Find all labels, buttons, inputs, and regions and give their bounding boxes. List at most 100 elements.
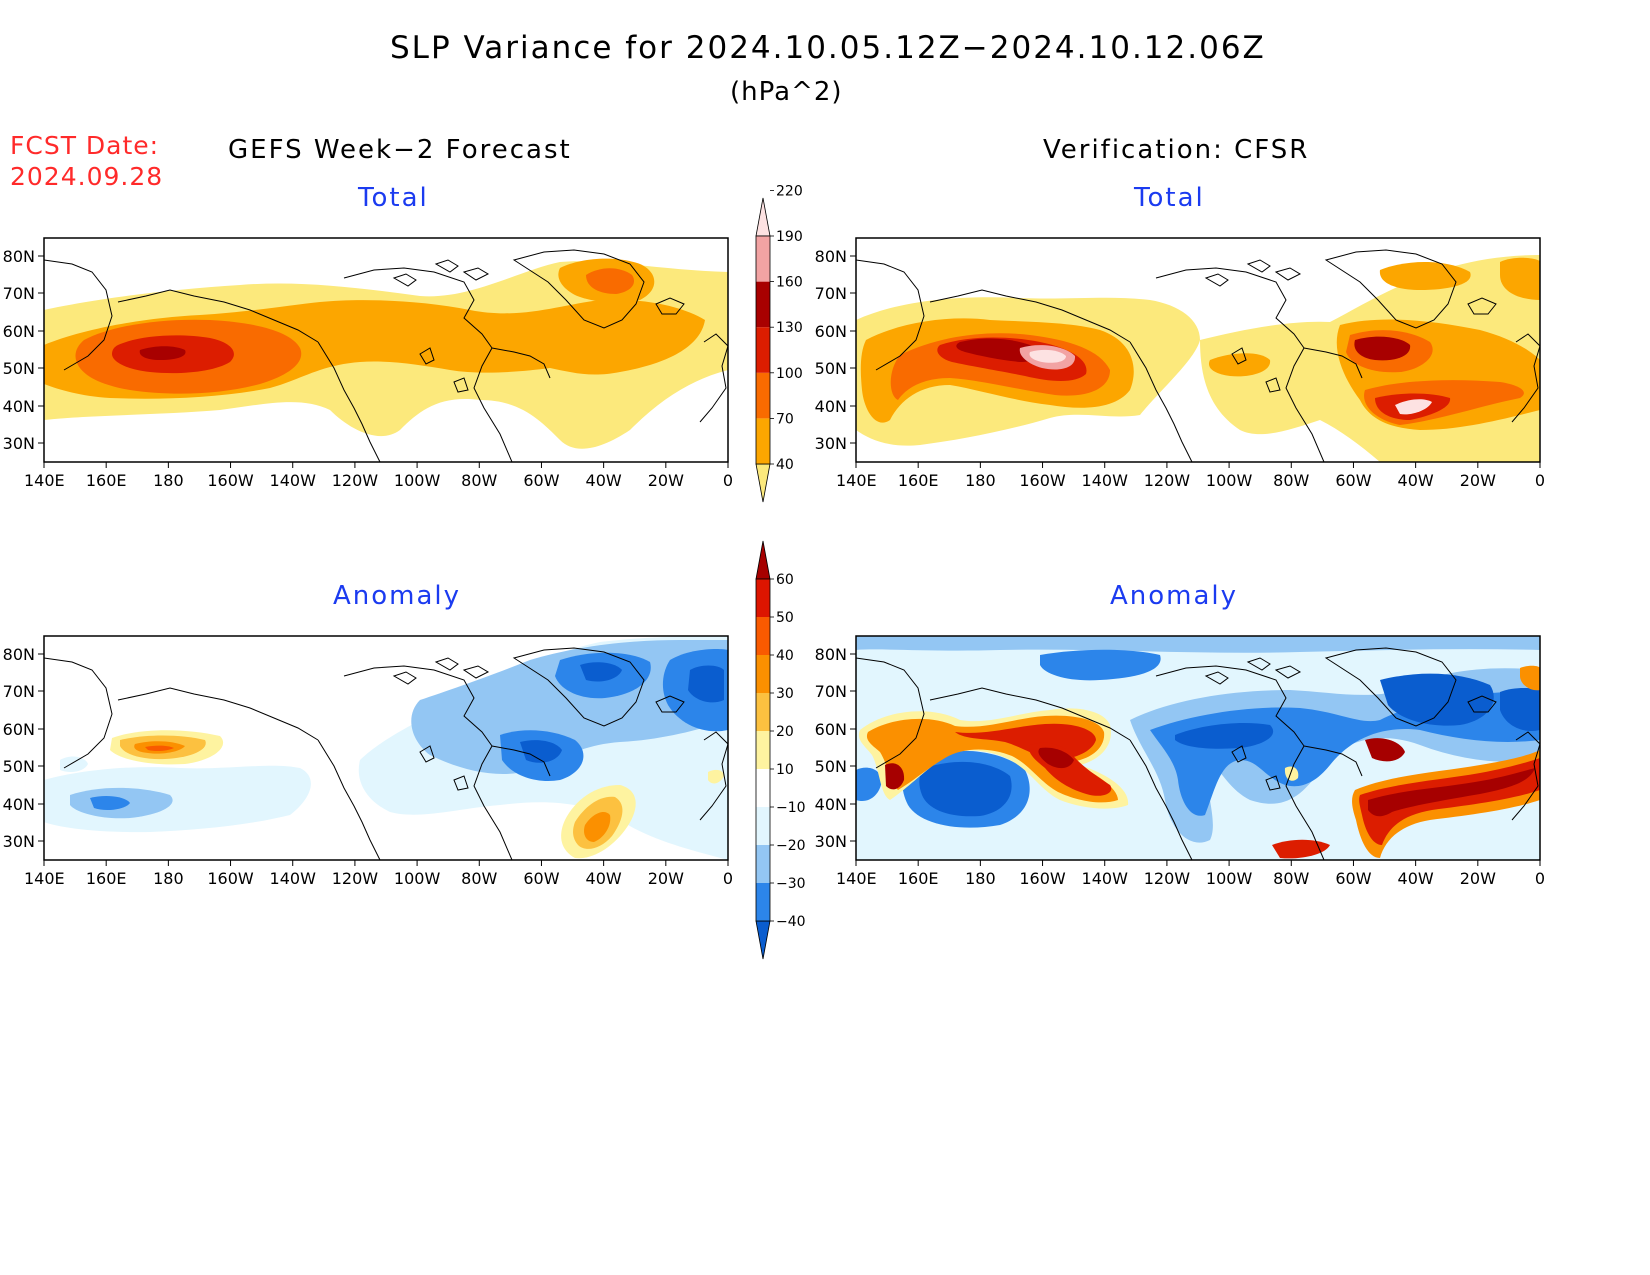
map-forecast-anomaly: 80N 70N 60N 50N 40N 30N 140E 160E 180 160W 140W 12… (3, 635, 733, 888)
colorbar-total: 40 70 100 130 160 190 220 (755, 183, 803, 503)
lon-tick-label: 160W (207, 869, 254, 888)
lat-tick-label: 40N (3, 795, 35, 814)
colorbar-swatch (756, 693, 770, 731)
colorbar-tick-label: −20 (776, 838, 806, 854)
colorbar-swatch (756, 327, 770, 373)
lon-tick-label: 80W (1273, 869, 1309, 888)
lon-tick-label: 0 (1535, 869, 1545, 888)
colorbar-tick-label: 20 (776, 724, 794, 740)
map-verification-anomaly: 80N 70N 60N 50N 40N 30N 140E 160E 180 160W 140W 12… (815, 635, 1545, 888)
lat-tick-label: 40N (815, 397, 847, 416)
panel-subtitle-verification-anomaly: Anomaly (1110, 581, 1239, 611)
page-title: SLP Variance for 2024.10.05.12Z−2024.10.… (390, 30, 1266, 66)
lon-axis-labels: 140E 160E 180 160W 140W 120W 100W 80W 60W 40W 20W 0 (24, 860, 733, 888)
lon-tick-label: 60W (1335, 869, 1371, 888)
lat-tick-label: 40N (815, 795, 847, 814)
lat-tick-label: 70N (815, 682, 847, 701)
colorbar-swatch (756, 883, 770, 921)
colorbar-tick-label: 100 (776, 366, 803, 382)
lon-tick-label: 100W (394, 869, 441, 888)
lon-tick-label: 160W (1019, 471, 1066, 490)
map-frame (855, 635, 1541, 861)
lat-tick-label: 60N (3, 322, 35, 341)
lon-tick-label: 40W (1398, 869, 1434, 888)
colorbar-swatch (756, 845, 770, 883)
lat-axis-labels: 80N 70N 60N 50N 40N 30N (815, 645, 856, 851)
colorbar-swatch (756, 807, 770, 845)
lat-tick-label: 30N (815, 434, 847, 453)
fcst-date-label: FCST Date: (10, 131, 160, 160)
colorbar-tick-label: 50 (776, 610, 794, 626)
lon-axis-labels: 140E 160E 180 160W 140W 120W 100W 80W 60W 40W 20W 0 (24, 462, 733, 490)
colorbar-extend-high (755, 197, 771, 237)
lat-tick-label: 80N (3, 645, 35, 664)
colorbar-tick-label: 10 (776, 762, 794, 778)
lat-tick-label: 30N (815, 832, 847, 851)
lon-tick-label: 180 (153, 869, 184, 888)
panel-subtitle-forecast-anomaly: Anomaly (333, 581, 462, 611)
colorbar-swatch (756, 617, 770, 655)
lon-tick-label: 60W (523, 869, 559, 888)
lon-tick-label: 60W (1335, 471, 1371, 490)
lat-tick-label: 80N (815, 645, 847, 664)
colorbar-tick-label: 40 (776, 457, 794, 473)
lat-axis-labels: 80N 70N 60N 50N 40N 30N (3, 247, 44, 453)
forecast-column-title: GEFS Week−2 Forecast (228, 135, 572, 165)
colorbar-tick-label: 190 (776, 229, 803, 245)
lon-tick-label: 140W (270, 869, 317, 888)
lon-tick-label: 140E (836, 471, 877, 490)
lon-tick-label: 100W (1206, 471, 1253, 490)
lon-tick-label: 160E (898, 869, 939, 888)
lon-tick-label: 160E (898, 471, 939, 490)
lon-tick-label: 180 (965, 869, 996, 888)
lat-tick-label: 60N (3, 720, 35, 739)
lon-tick-label: 80W (461, 869, 497, 888)
lat-axis-labels: 80N 70N 60N 50N 40N 30N (3, 645, 44, 851)
lat-tick-label: 50N (815, 359, 847, 378)
lon-tick-label: 40W (586, 869, 622, 888)
colorbar-swatch (756, 769, 770, 807)
map-frame (43, 237, 729, 463)
lon-tick-label: 100W (1206, 869, 1253, 888)
colorbar-tick-label: 30 (776, 686, 794, 702)
colorbar-frame (755, 578, 771, 922)
lon-tick-label: 40W (586, 471, 622, 490)
panel-subtitle-verification-total: Total (1134, 183, 1205, 213)
colorbar-swatch (756, 372, 770, 419)
lon-tick-label: 140E (24, 471, 65, 490)
lon-tick-label: 140E (836, 869, 877, 888)
colorbar-tick-label: 40 (776, 648, 794, 664)
lat-tick-label: 50N (3, 359, 35, 378)
units-label: (hPa^2) (730, 77, 843, 107)
lon-tick-label: 0 (723, 471, 733, 490)
colorbar-swatch (756, 418, 770, 464)
lat-tick-label: 60N (815, 322, 847, 341)
lat-tick-label: 50N (815, 757, 847, 776)
colorbar-anomaly: −40 −30 −20 −10 10 20 30 40 50 60 (755, 540, 806, 960)
lat-tick-label: 70N (3, 682, 35, 701)
lon-tick-label: 0 (1535, 471, 1545, 490)
lat-tick-label: 70N (3, 284, 35, 303)
lon-tick-label: 180 (153, 471, 184, 490)
map-verification-total: 80N 70N 60N 50N 40N 30N 140E 160E 180 160W 140W 12… (815, 237, 1545, 490)
colorbar-tick-label: 60 (776, 572, 794, 588)
lon-tick-label: 120W (332, 869, 379, 888)
colorbar-extend-low (755, 920, 771, 960)
map-forecast-total: 80N 70N 60N 50N 40N 30N 140E 160E 180 160W 140W 12… (3, 237, 733, 490)
lon-tick-label: 160E (86, 471, 127, 490)
lon-tick-label: 20W (1460, 869, 1496, 888)
lat-axis-labels: 80N 70N 60N 50N 40N 30N (815, 247, 856, 453)
lat-tick-label: 80N (3, 247, 35, 266)
lon-axis-labels: 140E 160E 180 160W 140W 120W 100W 80W 60W 40W 20W 0 (836, 462, 1545, 490)
lon-tick-label: 160W (207, 471, 254, 490)
colorbar-tick-label: 220 (776, 183, 803, 199)
colorbar-swatch (756, 579, 770, 617)
colorbar-swatch (756, 236, 770, 282)
colorbar-swatch (756, 655, 770, 693)
lon-tick-label: 80W (1273, 471, 1309, 490)
lon-tick-label: 140W (1082, 869, 1129, 888)
panel-subtitle-forecast-total: Total (358, 183, 429, 213)
colorbar-extend-high (755, 540, 771, 580)
colorbar-tick-label: −30 (776, 876, 806, 892)
lon-tick-label: 120W (332, 471, 379, 490)
